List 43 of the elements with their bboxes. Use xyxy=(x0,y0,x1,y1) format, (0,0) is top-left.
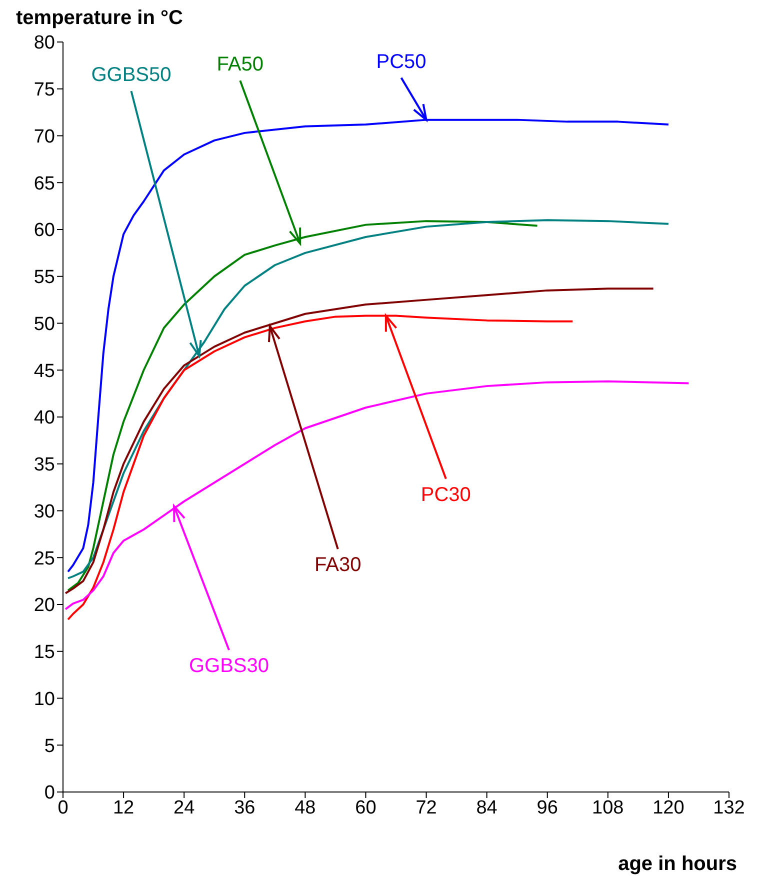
y-tick-label: 50 xyxy=(34,314,55,335)
x-tick-label: 120 xyxy=(652,797,684,818)
y-tick-label: 25 xyxy=(34,548,55,570)
y-tick-label: 30 xyxy=(34,501,55,522)
annotation: PC50 xyxy=(376,50,426,73)
y-tick-label: 45 xyxy=(34,360,55,382)
x-tick-label: 108 xyxy=(592,797,624,818)
x-tick-label: 60 xyxy=(355,797,376,818)
x-axis-title: age in hours xyxy=(618,853,737,875)
x-tick-label: 12 xyxy=(112,797,134,818)
y-axis-title: temperature in °C xyxy=(16,7,183,29)
x-tick-label: 84 xyxy=(476,797,498,818)
y-tick-label: 55 xyxy=(34,267,55,288)
line-series xyxy=(64,288,654,594)
y-tick-label: 80 xyxy=(34,32,55,54)
annotation: GGBS50 xyxy=(91,64,172,86)
line-series xyxy=(67,220,538,592)
x-tick-label: 0 xyxy=(58,797,68,818)
y-tick-label: 70 xyxy=(34,126,55,148)
line-series xyxy=(67,118,670,573)
y-tick-label: 15 xyxy=(34,642,55,664)
y-tick-label: 75 xyxy=(34,80,55,101)
y-tick-label: 5 xyxy=(44,736,55,757)
x-tick-label: 132 xyxy=(713,797,745,818)
annotation: GGBS30 xyxy=(188,655,270,678)
x-tick-label: 36 xyxy=(234,797,256,818)
y-tick-label: 60 xyxy=(34,220,55,242)
line-series xyxy=(67,314,574,620)
line-series xyxy=(67,219,670,580)
annotation: PC30 xyxy=(420,484,471,506)
y-tick-label: 40 xyxy=(34,408,55,429)
line-series xyxy=(64,380,690,610)
y-tick-label: 0 xyxy=(44,782,55,804)
x-tick-label: 24 xyxy=(174,797,196,818)
y-tick-label: 10 xyxy=(34,688,55,710)
y-tick-label: 20 xyxy=(34,595,55,616)
y-tick-label: 35 xyxy=(34,454,55,476)
x-tick-label: 72 xyxy=(416,797,437,818)
x-tick-label: 96 xyxy=(536,797,558,818)
y-tick-label: 65 xyxy=(34,173,55,194)
annotation: FA30 xyxy=(314,554,362,576)
x-tick-label: 48 xyxy=(294,797,316,818)
annotation: FA50 xyxy=(216,54,264,76)
